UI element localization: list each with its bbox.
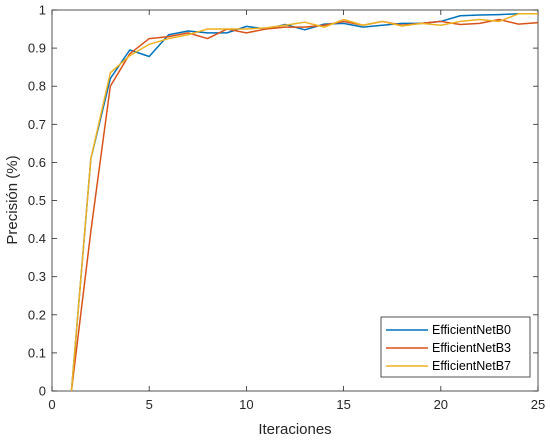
y-tick-label: 1: [39, 3, 46, 18]
x-tick-label: 15: [336, 397, 350, 412]
tick-labels: 0 5 10 15 20 25 0 0.1 0.2 0.3 0.4 0.5 0.6 0.7 0.8 0.9 1: [28, 3, 545, 413]
axis-ticks: [51, 9, 539, 392]
y-axis-label: Precisión (%): [4, 155, 21, 244]
series-line-efficientnetb3: [70, 18, 539, 392]
legend-label-b3: EfficientNetB3: [432, 341, 511, 355]
x-axis-label: Iteraciones: [258, 421, 331, 438]
x-tick-label: 5: [146, 397, 153, 412]
y-tick-label: 0.6: [28, 155, 46, 170]
y-tick-label: 0.4: [28, 231, 46, 246]
y-tick-label: 0.7: [28, 117, 46, 132]
series-lines: [70, 13, 539, 392]
x-tick-label: 10: [239, 397, 253, 412]
legend-label-b7: EfficientNetB7: [432, 359, 511, 373]
series-line-efficientnetb7: [70, 13, 538, 392]
y-tick-label: 0.8: [28, 79, 46, 94]
y-tick-label: 0.1: [28, 345, 46, 360]
y-tick-label: 0.2: [28, 307, 46, 322]
x-tick-label: 0: [48, 397, 55, 412]
y-tick-label: 0.5: [28, 193, 46, 208]
x-tick-label: 20: [434, 397, 448, 412]
x-tick-label: 25: [531, 397, 545, 412]
y-tick-label: 0: [39, 384, 46, 399]
y-tick-label: 0.3: [28, 269, 46, 284]
legend-label-b0: EfficientNetB0: [432, 323, 511, 337]
y-tick-label: 0.9: [28, 41, 46, 56]
legend: EfficientNetB0 EfficientNetB3 EfficientN…: [380, 316, 531, 378]
series-line-efficientnetb0: [70, 13, 538, 392]
legend-box: [380, 316, 531, 378]
